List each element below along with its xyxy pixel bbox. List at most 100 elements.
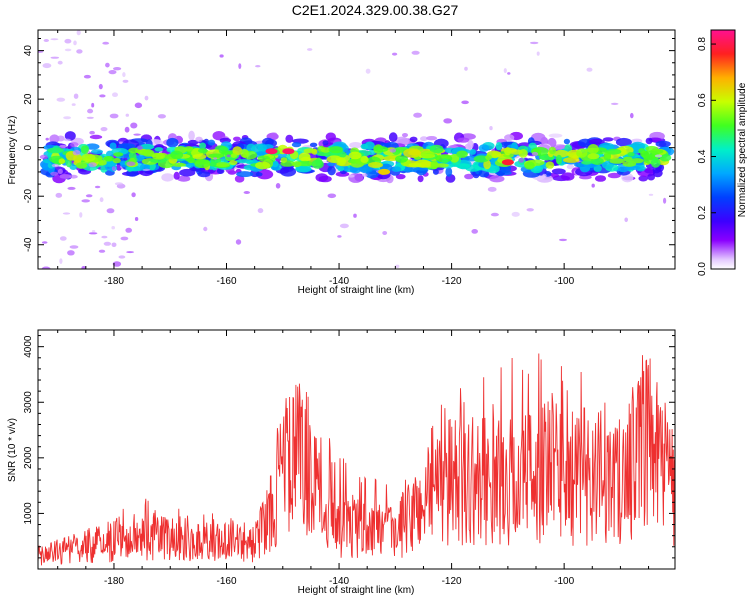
heatmap-speckle bbox=[102, 41, 110, 45]
heatmap-speckle bbox=[76, 49, 83, 54]
snr-x-axis-title: Height of straight line (km) bbox=[298, 585, 415, 596]
heatmap-cell bbox=[235, 159, 253, 164]
heatmap-speckle bbox=[275, 183, 281, 189]
snr-series-line bbox=[38, 353, 675, 566]
heatmap-cell bbox=[291, 142, 302, 148]
heatmap-cell bbox=[429, 144, 444, 154]
heatmap-cell bbox=[450, 153, 460, 163]
heatmap-cell bbox=[309, 142, 318, 148]
heatmap-speckle bbox=[70, 142, 79, 148]
heatmap-speckle bbox=[487, 186, 497, 192]
heatmap-speckle bbox=[610, 102, 619, 105]
colorbar bbox=[710, 29, 736, 270]
heatmap-cell bbox=[198, 148, 208, 154]
heatmap-speckle bbox=[489, 126, 493, 131]
heatmap-speckle bbox=[114, 182, 123, 186]
heatmap-cell bbox=[215, 162, 230, 168]
heatmap-cell bbox=[318, 175, 332, 183]
heatmap-speckle bbox=[257, 208, 264, 214]
heatmap-speckle bbox=[85, 194, 93, 198]
heatmap-cell bbox=[47, 147, 64, 154]
colorbar-tick-label: 0.2 bbox=[697, 205, 708, 219]
heatmap-cell bbox=[478, 170, 490, 178]
heatmap-speckle bbox=[63, 138, 71, 142]
heatmap-speckle bbox=[111, 242, 117, 248]
heatmap-cell bbox=[139, 143, 155, 150]
heatmap-cell bbox=[388, 132, 398, 143]
heatmap-cell bbox=[49, 134, 60, 144]
heatmap-cell bbox=[320, 147, 331, 153]
heatmap-cell bbox=[504, 147, 512, 156]
heatmap-speckle bbox=[238, 63, 242, 69]
heatmap-speckle bbox=[67, 250, 75, 256]
heatmap-cell bbox=[255, 172, 263, 177]
heatmap-speckle bbox=[654, 154, 663, 158]
heatmap-speckle bbox=[99, 197, 104, 203]
heatmap-cell bbox=[609, 158, 625, 164]
heatmap-speckle bbox=[395, 264, 400, 268]
heatmap-cell bbox=[485, 154, 492, 161]
heatmap-cell bbox=[255, 161, 271, 170]
heatmap-speckle bbox=[69, 174, 78, 179]
snr-frame bbox=[37, 329, 676, 570]
heatmap-speckle bbox=[503, 68, 507, 74]
heatmap-cell bbox=[631, 158, 644, 164]
heatmap-cell bbox=[194, 159, 211, 169]
heatmap-speckle bbox=[42, 63, 52, 69]
heatmap-cell bbox=[603, 151, 611, 161]
heatmap-cell bbox=[149, 157, 168, 163]
heatmap-cell bbox=[91, 149, 103, 155]
x-tick-label: -180 bbox=[104, 576, 124, 587]
colorbar-tick-label: 0.0 bbox=[697, 262, 708, 276]
snr-axes: -180 -160 -140 -120 -100 1000 2000 3000 4000 bbox=[23, 330, 675, 587]
heatmap-cell bbox=[348, 151, 362, 160]
y-tick-label: -20 bbox=[23, 189, 34, 204]
heatmap-cell bbox=[192, 154, 207, 160]
heatmap-cell bbox=[236, 171, 254, 178]
heatmap-speckle bbox=[362, 173, 368, 177]
heatmap-peak bbox=[265, 148, 278, 155]
heatmap-speckle bbox=[73, 93, 79, 99]
heatmap-speckle bbox=[125, 227, 132, 233]
heatmap-speckle bbox=[337, 235, 342, 238]
heatmap-cell bbox=[524, 161, 535, 170]
heatmap-speckle bbox=[133, 133, 141, 136]
snr-plot bbox=[38, 353, 675, 566]
heatmap-cell bbox=[199, 142, 207, 150]
heatmap-speckle bbox=[57, 60, 63, 65]
heatmap-speckle bbox=[59, 236, 67, 241]
heatmap-cell bbox=[623, 156, 633, 162]
heatmap-cell bbox=[208, 162, 217, 167]
heatmap-speckle bbox=[126, 251, 134, 254]
heatmap-cell bbox=[545, 161, 555, 169]
heatmap-cell bbox=[467, 140, 474, 149]
heatmap-cell bbox=[420, 150, 435, 159]
heatmap-cell bbox=[638, 175, 648, 182]
heatmap-cell bbox=[317, 151, 331, 157]
heatmap-speckle bbox=[81, 266, 86, 269]
heatmap-speckle bbox=[101, 235, 108, 239]
heatmap-speckle bbox=[87, 108, 94, 114]
heatmap-speckle bbox=[270, 132, 277, 135]
heatmap-cell bbox=[322, 140, 329, 146]
heatmap-speckle bbox=[213, 157, 218, 160]
heatmap-speckle bbox=[518, 157, 524, 163]
heatmap-speckle bbox=[142, 168, 151, 171]
y-tick-label: 20 bbox=[23, 93, 34, 105]
heatmap-cell bbox=[563, 157, 580, 163]
heatmap-speckle bbox=[531, 151, 539, 157]
heatmap-cell bbox=[395, 155, 408, 163]
heatmap-speckle bbox=[98, 249, 106, 253]
y-tick-label: 40 bbox=[23, 45, 34, 57]
heatmap-speckle bbox=[64, 48, 72, 52]
x-tick-label: -100 bbox=[554, 276, 574, 287]
heatmap-speckle bbox=[43, 39, 49, 42]
heatmap-speckle bbox=[50, 56, 60, 59]
heatmap-cell bbox=[262, 144, 274, 150]
heatmap-speckle bbox=[443, 118, 453, 124]
heatmap-speckle bbox=[41, 266, 51, 269]
heatmap-cell bbox=[627, 152, 635, 157]
x-tick-label: -120 bbox=[442, 576, 462, 587]
heatmap-cell bbox=[426, 136, 438, 141]
heatmap-frame bbox=[37, 29, 676, 270]
